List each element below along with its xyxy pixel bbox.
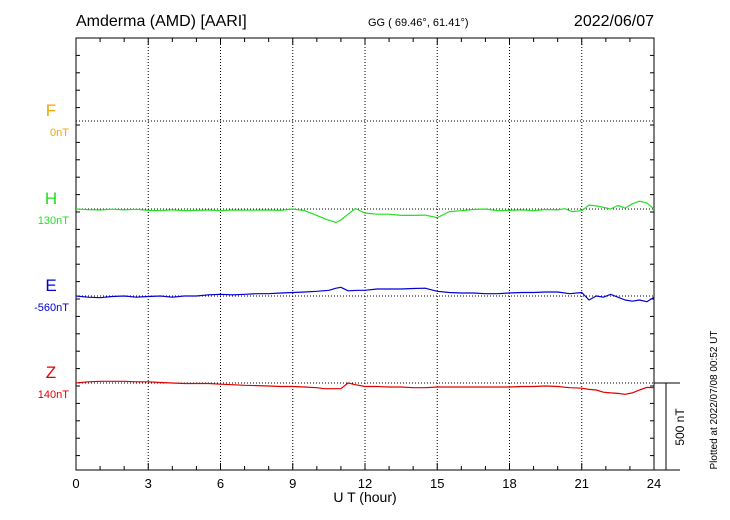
coordinates-label: GG ( 69.46°, 61.41°) [368,17,469,29]
station-title: Amderma (AMD) [AARI] [76,13,247,30]
x-tick-label: 21 [575,476,589,491]
x-tick-label: 15 [430,476,444,491]
series-name-H: H [45,189,57,208]
series-line-H [75,200,655,223]
x-axis-label: U T (hour) [333,489,396,505]
series-baseline-H: 130nT [38,215,69,227]
x-tick-label: 6 [217,476,224,491]
x-tick-label: 9 [289,476,296,491]
series-name-E: E [45,276,56,295]
x-tick-label: 3 [145,476,152,491]
plotted-timestamp: Plotted at 2022/07/08 00:52 UT [709,331,720,470]
scale-bar [654,382,680,471]
x-tick-label: 24 [647,476,661,491]
axis-ticks [75,37,655,470]
series-line-E [75,286,655,303]
series-name-Z: Z [46,363,56,382]
series-baseline-E: -560nT [34,302,69,314]
series-name-F: F [46,101,56,120]
scale-bar-label: 500 nT [673,408,687,446]
series-labels: F 0nT H 130nT E -560nT Z 140nT [34,101,69,401]
series-lines [75,200,655,395]
date-label: 2022/06/07 [574,13,654,30]
grid-lines [147,38,583,470]
series-baseline-F: 0nT [50,127,69,139]
x-tick-label: 0 [72,476,79,491]
series-line-Z [75,380,655,395]
x-tick-labels: 0 3 6 9 12 15 18 21 24 [72,476,661,491]
series-baseline-Z: 140nT [38,389,69,401]
x-tick-label: 18 [502,476,516,491]
x-tick-label: 12 [358,476,372,491]
